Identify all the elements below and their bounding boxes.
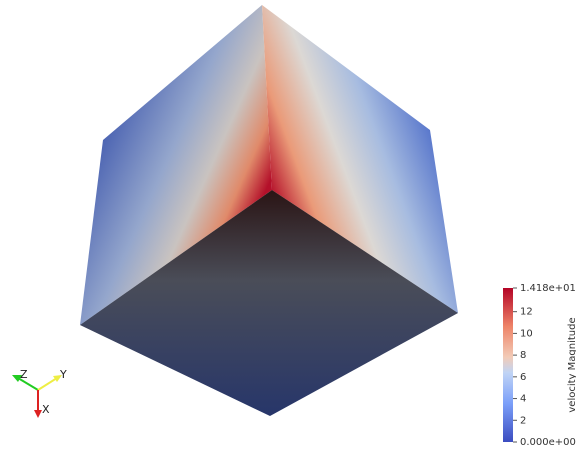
tick-label: 1.418e+01 xyxy=(520,283,576,294)
color-bar-scale xyxy=(503,288,513,442)
tick-label: 10 xyxy=(520,328,533,339)
cube-face xyxy=(80,190,458,416)
axes-triad: Z Y X xyxy=(12,368,67,418)
axis-label: Y xyxy=(59,368,67,381)
cube-face xyxy=(80,5,272,325)
cube-face xyxy=(262,5,458,313)
color-bar-title: velocity Magnitude xyxy=(567,317,576,412)
color-bar: velocity Magnitude 1.418e+01 12 10 8 6 4 2 0.00… xyxy=(503,283,576,448)
tick-label: 6 xyxy=(520,372,526,383)
arrow-head xyxy=(53,375,62,382)
tick-label: 0.000e+00 xyxy=(520,437,576,448)
tick-label: 8 xyxy=(520,350,526,361)
arrow-head xyxy=(12,375,22,382)
axis-z xyxy=(17,377,39,391)
tick-label: 4 xyxy=(520,394,526,405)
cube xyxy=(80,5,458,416)
axis-label: X xyxy=(42,403,50,416)
axis-label: Z xyxy=(20,368,28,381)
tick-label: 2 xyxy=(520,415,526,426)
arrow-head xyxy=(34,410,42,418)
tick-label: 12 xyxy=(520,307,533,318)
axis-y xyxy=(37,377,58,391)
